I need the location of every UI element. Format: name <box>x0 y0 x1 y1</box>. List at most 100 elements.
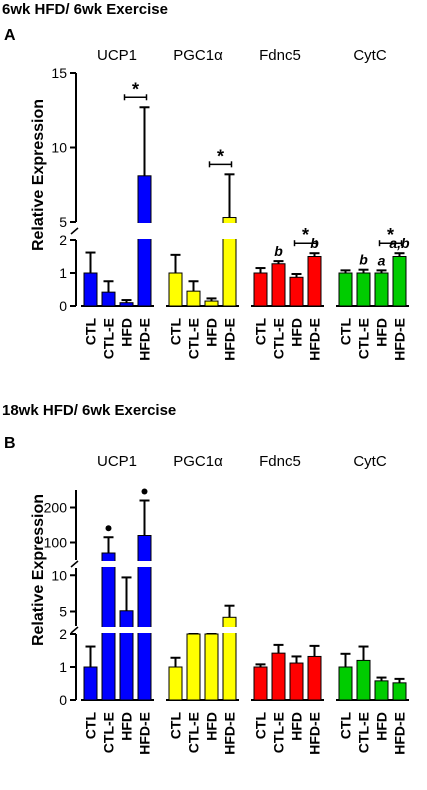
series-label-b-3: CytC <box>353 453 387 470</box>
bar-a-0-1 <box>101 291 116 307</box>
x-tick-label-b: CTL <box>168 712 184 740</box>
axis-break-a <box>70 227 79 235</box>
panel-b-title: 18wk HFD/ 6wk Exercise <box>2 402 176 419</box>
significance-dot-b <box>141 488 148 495</box>
bar-a-2-1 <box>271 263 286 307</box>
x-tick-label-a: HFD <box>374 318 390 347</box>
bar-a-2-3 <box>307 256 322 307</box>
x-tick-label-a: HFD-E <box>307 318 323 361</box>
y-tick-label-b: 200 <box>44 500 68 516</box>
bar-b-3-2 <box>374 680 389 701</box>
y-tick-label-b: 5 <box>59 604 67 620</box>
bar-a-3-3 <box>392 256 407 307</box>
sig-star-a: * <box>302 225 309 245</box>
bar-b-0-1 <box>101 552 116 701</box>
x-tick-label-b: CTL-E <box>271 712 287 753</box>
bar-b-0-3 <box>137 535 152 701</box>
x-tick-label-b: CTL-E <box>356 712 372 753</box>
sig-star-a: * <box>132 79 139 99</box>
bar-b-2-1 <box>271 652 286 701</box>
break-gap-b <box>337 627 408 633</box>
x-tick-label-b: CTL-E <box>101 712 117 753</box>
bar-b-1-3 <box>222 616 237 701</box>
panel-a-letter: A <box>4 27 16 44</box>
bar-b-2-3 <box>307 655 322 701</box>
bar-a-2-0 <box>253 272 268 307</box>
panel-a-title: 6wk HFD/ 6wk Exercise <box>2 1 168 18</box>
series-label-a-0: UCP1 <box>97 47 137 64</box>
y-tick-label-b: 1 <box>59 659 67 675</box>
break-gap-a <box>167 223 238 239</box>
y-tick-label-b: 10 <box>51 567 67 583</box>
bar-a-1-2 <box>204 300 219 307</box>
x-tick-label-b: HFD-E <box>307 712 323 755</box>
x-tick-label-a: CTL <box>253 318 269 346</box>
x-tick-label-a: CTL-E <box>186 318 202 359</box>
y-tick-label-b: 2 <box>59 626 67 642</box>
x-tick-label-a: CTL <box>83 318 99 346</box>
break-gap-b <box>252 561 323 567</box>
annotation-letter-a: b <box>359 252 368 268</box>
bar-a-0-3 <box>137 175 152 307</box>
break-gap-a <box>337 223 408 239</box>
x-tick-label-b: HFD-E <box>137 712 153 755</box>
break-gap-b <box>82 627 153 633</box>
bar-a-0-0 <box>83 272 98 307</box>
x-tick-label-b: HFD <box>289 712 305 741</box>
y-axis-label-a: Relative Expression <box>30 99 47 251</box>
y-tick-label-a: 5 <box>59 214 67 230</box>
series-label-a-3: CytC <box>353 47 387 64</box>
sig-star-a: * <box>387 225 394 245</box>
x-tick-label-a: HFD-E <box>392 318 408 361</box>
bar-a-0-2 <box>119 302 134 307</box>
x-tick-label-b: HFD-E <box>222 712 238 755</box>
x-tick-label-a: HFD <box>119 318 135 347</box>
panel-b-letter: B <box>4 435 16 452</box>
y-tick-label-b: 100 <box>44 535 68 551</box>
x-tick-label-a: CTL-E <box>356 318 372 359</box>
x-tick-label-a: CTL <box>168 318 184 346</box>
bar-b-3-0 <box>338 666 353 701</box>
x-tick-label-a: HFD-E <box>222 318 238 361</box>
x-tick-label-b: HFD <box>204 712 220 741</box>
x-tick-label-b: CTL <box>83 712 99 740</box>
bar-b-1-2 <box>204 633 219 701</box>
y-tick-label-a: 2 <box>59 232 67 248</box>
y-tick-label-a: 0 <box>59 298 67 314</box>
bar-b-3-3 <box>392 682 407 701</box>
sig-star-a: * <box>217 146 224 166</box>
x-tick-label-a: HFD <box>204 318 220 347</box>
series-label-a-1: PGC1α <box>173 47 223 64</box>
series-label-b-1: PGC1α <box>173 453 223 470</box>
bar-a-2-2 <box>289 276 304 307</box>
bar-b-0-2 <box>119 610 134 701</box>
annotation-letter-a: a,b <box>389 235 410 251</box>
bar-b-2-2 <box>289 662 304 701</box>
bar-b-3-1 <box>356 659 371 701</box>
x-tick-label-b: HFD <box>374 712 390 741</box>
bar-b-0-0 <box>83 666 98 701</box>
x-tick-label-a: HFD <box>289 318 305 347</box>
y-tick-label-a: 15 <box>51 65 67 81</box>
bar-a-3-1 <box>356 272 371 307</box>
bar-b-1-1 <box>186 633 201 701</box>
break-gap-a <box>252 223 323 239</box>
x-tick-label-a: CTL-E <box>271 318 287 359</box>
x-tick-label-b: HFD <box>119 712 135 741</box>
x-tick-label-a: HFD-E <box>137 318 153 361</box>
panel-a-chart: UCP1 PGC1α Fdnc5 CytC 0 1 2 5 10 15 Relative Expre… <box>30 47 410 361</box>
significance-dot-b <box>105 525 112 532</box>
annotation-letter-a: a <box>378 252 386 268</box>
axis-break-b <box>70 626 79 634</box>
annotation-letter-a: b <box>274 243 283 259</box>
x-tick-label-b: CTL-E <box>186 712 202 753</box>
break-gap-b <box>167 561 238 567</box>
bar-a-1-1 <box>186 290 201 307</box>
break-gap-b <box>337 561 408 567</box>
series-label-b-0: UCP1 <box>97 453 137 470</box>
axis-break-b <box>70 560 79 568</box>
bar-b-2-0 <box>253 666 268 701</box>
break-gap-b <box>82 561 153 567</box>
